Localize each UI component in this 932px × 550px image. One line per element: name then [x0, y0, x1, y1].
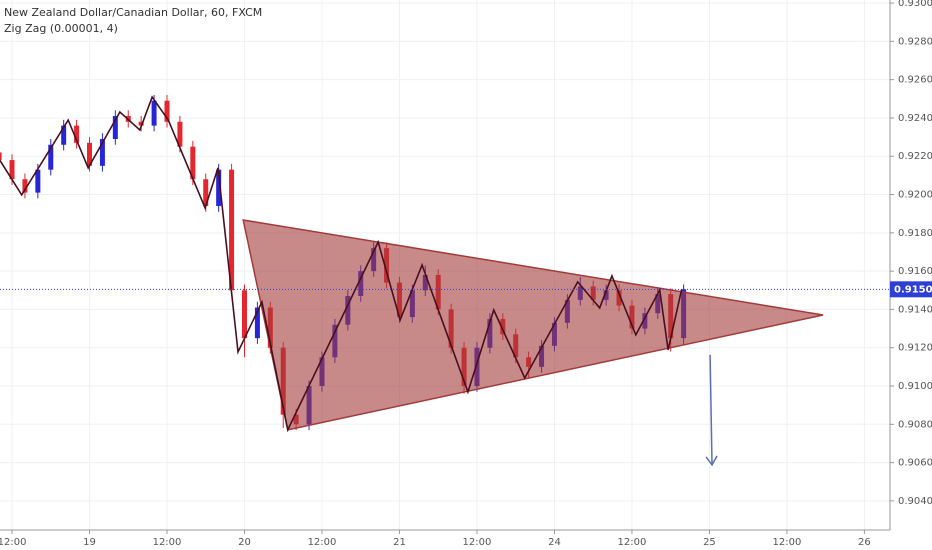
candle-body: [61, 125, 67, 145]
arrow-head: [705, 455, 718, 467]
x-tick-label: 21: [393, 537, 406, 548]
candle-body: [164, 100, 170, 122]
candle-body: [177, 121, 183, 147]
candle-body: [216, 169, 222, 207]
x-tick-label: 12:00: [153, 537, 182, 548]
candle-body: [203, 179, 209, 207]
y-tick-label: 0.90400: [898, 496, 932, 507]
candle-body: [99, 139, 105, 166]
x-tick-label: 25: [703, 537, 716, 548]
candle-body: [151, 100, 157, 126]
candle-body: [9, 160, 15, 180]
x-tick-label: 26: [858, 537, 871, 548]
last-price-label: 0.91505: [894, 284, 932, 295]
x-tick-label: 20: [238, 537, 251, 548]
x-tick-label: 12:00: [463, 537, 492, 548]
triangle-pattern: [242, 219, 824, 431]
marks: [0, 94, 890, 467]
candle-body: [229, 169, 235, 291]
x-tick-label: 19: [83, 537, 96, 548]
last-price-box: [890, 281, 932, 298]
x-tick-label: 12:00: [308, 537, 337, 548]
x-tick-label: 12:00: [618, 537, 647, 548]
x-tick-label: 24: [548, 537, 561, 548]
x-tick-label: 12:00: [0, 537, 26, 548]
candle-body: [35, 169, 41, 193]
candle-body: [241, 290, 247, 339]
candle-body: [48, 144, 54, 170]
arrow: [709, 354, 713, 465]
candle-body: [87, 142, 93, 166]
candle-body: [74, 125, 80, 143]
x-tick-label: 12:00: [773, 537, 802, 548]
candle-body: [254, 307, 260, 339]
candle-body: [138, 121, 144, 126]
candle-body: [0, 152, 2, 161]
candle-body: [22, 179, 28, 193]
candle-body: [190, 146, 196, 180]
indicator-label: Zig Zag (0.00001, 4): [4, 22, 118, 35]
zigzag-line: [0, 95, 683, 433]
candle-body: [112, 116, 118, 140]
chart-title: New Zealand Dollar/Canadian Dollar, 60, …: [4, 6, 262, 19]
